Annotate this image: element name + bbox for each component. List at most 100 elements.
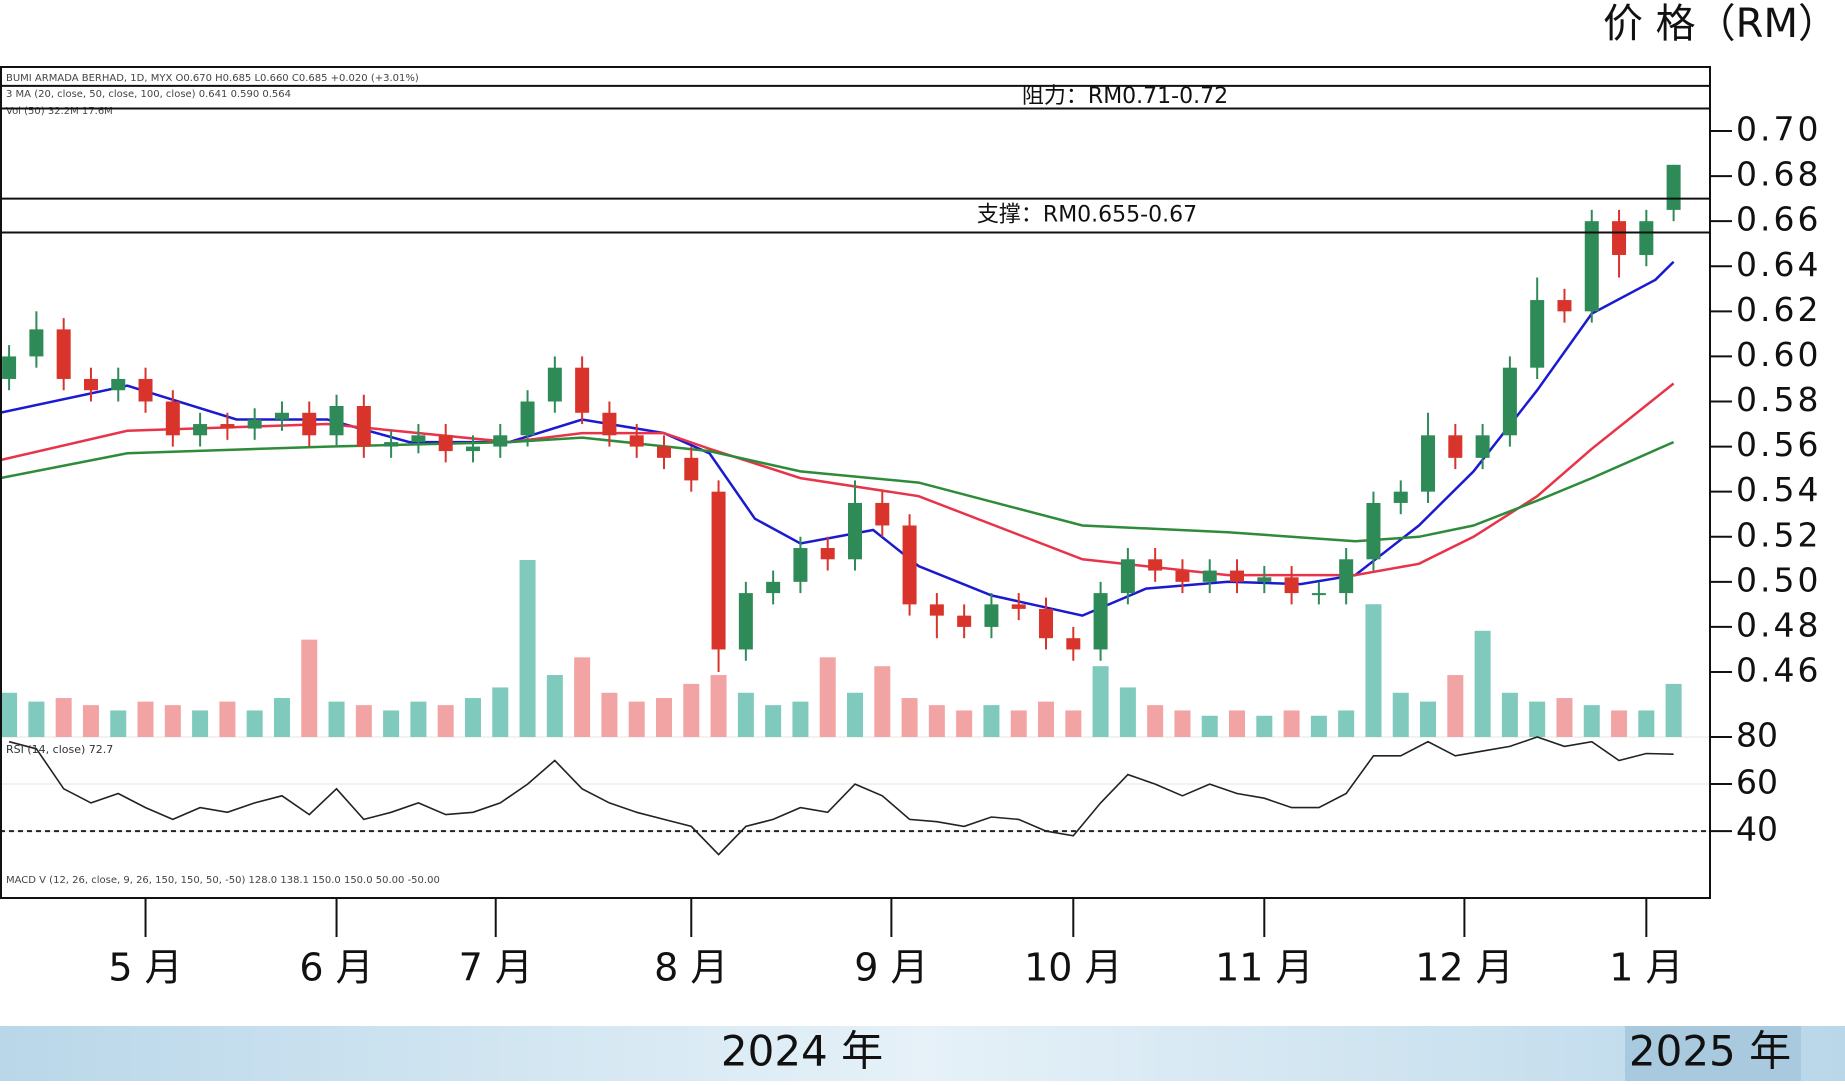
x-tick-label: 7 月 — [459, 946, 533, 990]
x-tick-label: 12 月 — [1415, 946, 1513, 990]
volume-bar — [819, 657, 836, 737]
volume-bar — [983, 705, 1000, 737]
volume-bar — [710, 675, 727, 737]
x-tick-label: 11 月 — [1215, 946, 1313, 990]
candle-body — [984, 604, 999, 627]
volume-bar — [1474, 630, 1491, 737]
macd-label: MACD V (12, 26, close, 9, 26, 150, 150, … — [6, 875, 440, 886]
plot-area — [0, 164, 1710, 856]
candle-body — [165, 401, 180, 436]
ma-line — [0, 260, 1675, 617]
volume-bar — [574, 657, 591, 737]
year-bar — [0, 1026, 1845, 1081]
volume-bar — [1392, 692, 1409, 737]
volume-bar — [792, 701, 809, 737]
y-tick-label: 0.64 — [1736, 245, 1821, 284]
rsi-tick-label: 60 — [1736, 763, 1778, 802]
candle-body — [575, 367, 590, 413]
volume-bar — [1229, 710, 1246, 737]
volume-bar — [328, 701, 345, 737]
candle-body — [356, 406, 371, 447]
volume-bar — [1038, 701, 1055, 737]
candle-body — [520, 401, 535, 436]
candle-body — [193, 424, 208, 436]
volume-bar — [1529, 701, 1546, 737]
volume-bar — [874, 666, 891, 737]
candle-body — [547, 367, 562, 402]
volume-bar — [437, 705, 454, 737]
volume-bar — [1447, 675, 1464, 737]
x-tick-label: 9 月 — [854, 946, 928, 990]
volume-bar — [410, 701, 427, 737]
y-tick-label: 0.50 — [1736, 560, 1821, 599]
volume-bar — [1256, 715, 1273, 737]
volume-bar — [1065, 710, 1082, 737]
x-tick-label: 6 月 — [299, 946, 373, 990]
volume-bar — [137, 701, 154, 737]
volume-bar — [1501, 692, 1518, 737]
candle-body — [247, 419, 262, 429]
volume-bar — [1583, 705, 1600, 737]
volume-bar — [655, 698, 672, 737]
candle-body — [384, 442, 399, 447]
candle-body — [302, 412, 317, 436]
volume-bar — [1147, 705, 1164, 737]
candle-body — [1666, 164, 1681, 210]
candle-body — [1366, 502, 1381, 560]
volume-bar — [55, 698, 72, 737]
volume-bar — [28, 701, 45, 737]
volume-bar — [1092, 666, 1109, 737]
candle-body — [1039, 608, 1054, 639]
candle-body — [766, 581, 781, 594]
volume-bar — [1174, 710, 1191, 737]
x-tick-label: 1 月 — [1609, 946, 1683, 990]
volume-bar — [492, 687, 509, 737]
candle-body — [274, 412, 289, 420]
rsi-tick-label: 40 — [1736, 810, 1778, 849]
candle-body — [2, 356, 17, 379]
year-box — [1625, 1026, 1801, 1081]
candle-body — [493, 435, 508, 447]
candle-body — [83, 378, 98, 391]
candle-body — [875, 502, 890, 526]
volume-bar — [546, 675, 563, 737]
candle-body — [684, 457, 699, 481]
volume-bar — [1010, 710, 1027, 737]
candle-body — [111, 378, 126, 391]
candle-body — [329, 406, 344, 436]
volume-bar — [110, 710, 127, 737]
y-tick-label: 0.70 — [1736, 110, 1821, 149]
volume-bar — [82, 705, 99, 737]
candle-body — [29, 329, 44, 357]
volume-bar — [1420, 701, 1437, 737]
volume-bar — [1556, 698, 1573, 737]
candle-body — [711, 491, 726, 650]
candle-body — [848, 502, 862, 560]
legend-text: 3 MA (20, close, 50, close, 100, close) … — [6, 89, 291, 100]
y-tick-label: 0.68 — [1736, 155, 1821, 194]
x-tick-label: 8 月 — [654, 946, 728, 990]
candle-body — [793, 548, 808, 582]
x-tick-label: 10 月 — [1024, 946, 1122, 990]
y-tick-label: 0.56 — [1736, 425, 1821, 464]
candle-body — [602, 412, 617, 436]
rsi-tick-label: 80 — [1736, 716, 1778, 755]
candle-body — [1230, 570, 1245, 582]
rsi-line — [8, 736, 1674, 856]
volume-bar — [847, 692, 863, 737]
volume-bar — [1338, 710, 1355, 737]
candle-body — [1612, 221, 1627, 255]
x-tick-label: 5 月 — [108, 946, 182, 990]
volume-bar — [383, 710, 400, 737]
candle-body — [1284, 577, 1299, 594]
candle-body — [1311, 593, 1326, 596]
y-tick-label: 0.48 — [1736, 605, 1821, 644]
y-tick-label: 0.62 — [1736, 290, 1821, 329]
legend-text: Vol (50) 32.2M 17.6M — [6, 106, 113, 117]
candle-body — [656, 446, 671, 458]
volume-bar — [1611, 710, 1628, 737]
candle-body — [1639, 221, 1654, 255]
volume-bar — [1283, 710, 1300, 737]
volume-bar — [519, 560, 536, 737]
